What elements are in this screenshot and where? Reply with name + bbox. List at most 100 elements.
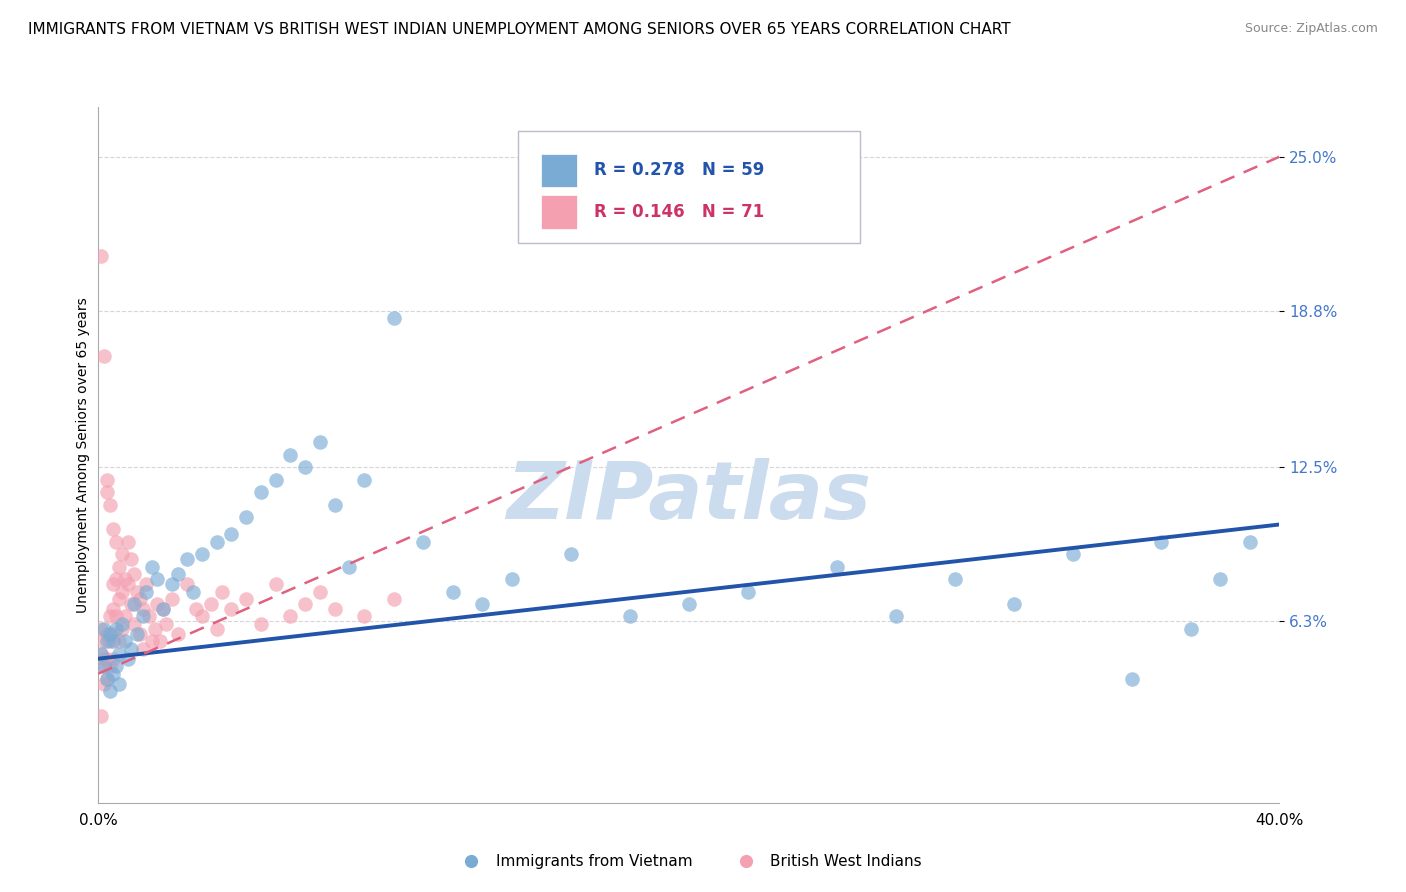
Point [219,602,242,616]
Point [90,249,112,263]
Text: R = 0.146   N = 71: R = 0.146 N = 71 [595,203,765,221]
Point [114,634,136,648]
Point [167,567,190,582]
Point [309,584,332,599]
Point [1002,597,1025,611]
Point [211,584,233,599]
Point [323,498,346,512]
Point [122,597,145,611]
Point [884,609,907,624]
Point [678,597,700,611]
Point [105,534,128,549]
Point [135,577,157,591]
Point [114,572,136,586]
Point [162,592,183,607]
Point [98,627,121,641]
Point [90,622,112,636]
Point [103,634,125,648]
Point [96,627,118,641]
Point [155,616,177,631]
Point [98,634,121,648]
Point [825,559,848,574]
Point [96,634,118,648]
Point [98,609,121,624]
Point [117,534,139,549]
Point [93,659,115,673]
Point [93,651,115,665]
Point [93,349,115,363]
Point [96,651,118,665]
Point [1180,622,1202,636]
FancyBboxPatch shape [517,131,860,243]
Point [146,597,169,611]
Point [149,634,172,648]
Point [90,659,112,673]
Text: IMMIGRANTS FROM VIETNAM VS BRITISH WEST INDIAN UNEMPLOYMENT AMONG SENIORS OVER 6: IMMIGRANTS FROM VIETNAM VS BRITISH WEST … [28,22,1011,37]
Point [219,527,242,541]
Point [176,577,198,591]
Point [90,708,112,723]
Point [103,651,125,665]
Point [1062,547,1084,561]
Point [412,534,434,549]
Point [132,609,155,624]
Point [117,577,139,591]
Point [278,609,302,624]
Point [132,602,155,616]
Point [1239,534,1261,549]
Point [108,634,131,648]
Point [235,592,257,607]
Point [114,609,136,624]
Point [111,584,134,599]
Point [235,510,257,524]
Point [103,602,125,616]
Text: ZIPatlas: ZIPatlas [506,458,872,536]
Point [353,473,375,487]
Point [93,676,115,690]
Point [619,609,641,624]
Point [737,584,759,599]
Point [96,485,118,500]
Point [382,592,405,607]
Point [181,584,204,599]
Point [200,597,222,611]
Point [120,552,142,566]
Point [96,473,118,487]
Point [93,634,115,648]
FancyBboxPatch shape [541,153,576,187]
Point [93,622,115,636]
Point [560,547,582,561]
Point [162,577,183,591]
Point [278,448,302,462]
Point [111,622,134,636]
Point [323,602,346,616]
Point [141,634,163,648]
Point [167,627,190,641]
Point [103,523,125,537]
Point [1209,572,1232,586]
Point [205,622,228,636]
Point [309,435,332,450]
Point [141,559,163,574]
Point [382,311,405,326]
Point [353,609,375,624]
Point [105,609,128,624]
Point [128,592,150,607]
Point [120,641,142,656]
Point [264,473,287,487]
Point [122,567,145,582]
Text: Source: ZipAtlas.com: Source: ZipAtlas.com [1244,22,1378,36]
Point [1150,534,1173,549]
Point [176,552,198,566]
Point [294,460,316,475]
Point [471,597,494,611]
Legend: Immigrants from Vietnam, British West Indians: Immigrants from Vietnam, British West In… [450,848,928,875]
Point [108,559,131,574]
Point [103,577,125,591]
Point [143,622,166,636]
Point [250,485,273,500]
Point [250,616,273,631]
Point [108,676,131,690]
Point [96,672,118,686]
Y-axis label: Unemployment Among Seniors over 65 years: Unemployment Among Seniors over 65 years [76,297,90,613]
